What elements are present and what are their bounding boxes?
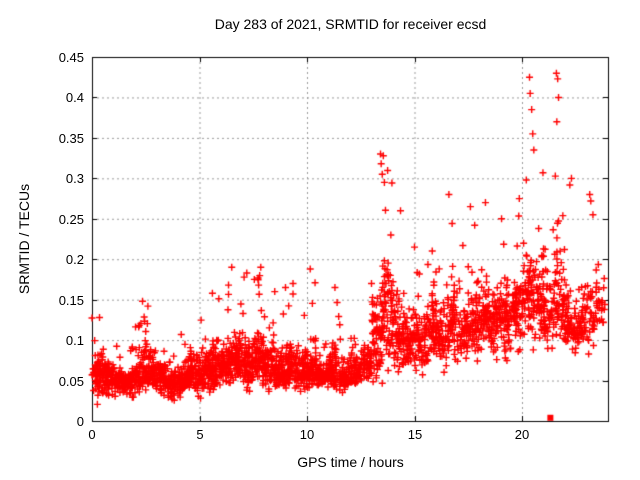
y-tick-label: 0.35 [58,131,84,146]
y-tick-label: 0.25 [58,212,84,227]
x-tick-label: 20 [514,427,530,442]
x-tick-label: 15 [407,427,423,442]
y-tick-label: 0.3 [65,171,84,186]
y-tick-label: 0.2 [65,252,84,267]
x-tick-label: 5 [196,427,204,442]
y-axis-label: SRMTID / TECUs [16,183,32,295]
y-tick-label: 0.45 [58,50,84,65]
x-axis-label: GPS time / hours [297,454,404,470]
y-tick-label: 0 [76,414,84,429]
x-tick-label: 0 [88,427,96,442]
y-tick-label: 0.15 [58,293,84,308]
y-tick-label: 0.4 [65,90,84,105]
y-tick-label: 0.05 [58,374,84,389]
chart-title: Day 283 of 2021, SRMTID for receiver ecs… [214,16,487,32]
x-tick-label: 10 [299,427,315,442]
y-tick-label: 0.1 [65,333,84,348]
